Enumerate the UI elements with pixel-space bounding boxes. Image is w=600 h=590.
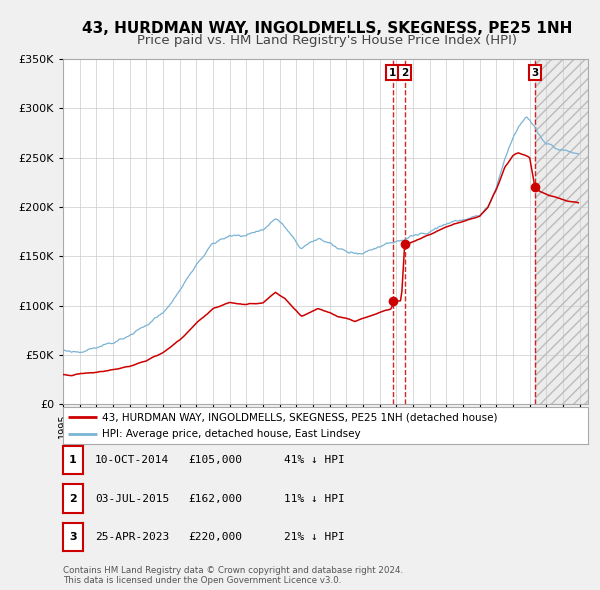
Text: 25-APR-2023: 25-APR-2023	[95, 532, 169, 542]
Text: 11% ↓ HPI: 11% ↓ HPI	[284, 494, 344, 503]
Text: 1: 1	[69, 455, 77, 465]
Text: 3: 3	[531, 68, 539, 78]
Text: Price paid vs. HM Land Registry's House Price Index (HPI): Price paid vs. HM Land Registry's House …	[137, 34, 517, 47]
Text: 43, HURDMAN WAY, INGOLDMELLS, SKEGNESS, PE25 1NH: 43, HURDMAN WAY, INGOLDMELLS, SKEGNESS, …	[82, 21, 572, 35]
Text: 03-JUL-2015: 03-JUL-2015	[95, 494, 169, 503]
Text: 21% ↓ HPI: 21% ↓ HPI	[284, 532, 344, 542]
Text: 2: 2	[401, 68, 408, 78]
Text: 10-OCT-2014: 10-OCT-2014	[95, 455, 169, 465]
Text: £105,000: £105,000	[188, 455, 242, 465]
Text: Contains HM Land Registry data © Crown copyright and database right 2024.
This d: Contains HM Land Registry data © Crown c…	[63, 566, 403, 585]
Text: 43, HURDMAN WAY, INGOLDMELLS, SKEGNESS, PE25 1NH (detached house): 43, HURDMAN WAY, INGOLDMELLS, SKEGNESS, …	[103, 412, 498, 422]
Text: HPI: Average price, detached house, East Lindsey: HPI: Average price, detached house, East…	[103, 430, 361, 439]
Bar	[535, 59, 588, 404]
Text: 2: 2	[69, 494, 77, 503]
Text: 1: 1	[389, 68, 396, 78]
Text: 41% ↓ HPI: 41% ↓ HPI	[284, 455, 344, 465]
Text: 3: 3	[69, 532, 77, 542]
Text: £220,000: £220,000	[188, 532, 242, 542]
Text: £162,000: £162,000	[188, 494, 242, 503]
Bar	[535, 59, 588, 404]
